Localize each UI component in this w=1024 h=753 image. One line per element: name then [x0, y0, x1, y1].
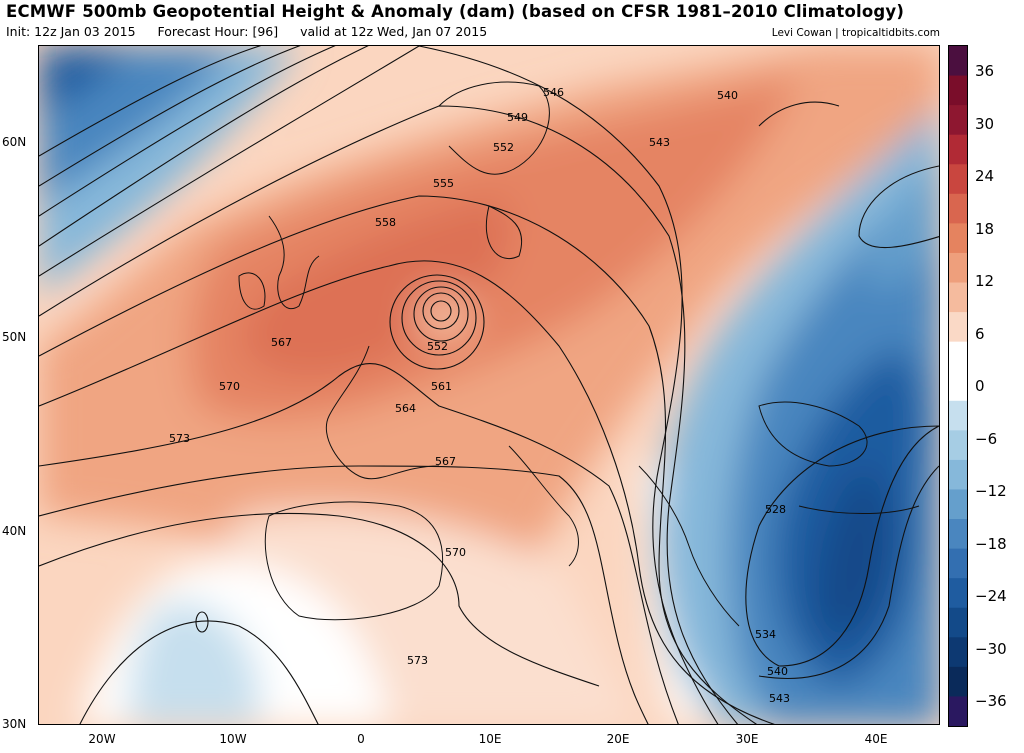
height-contours	[39, 46, 939, 724]
lon-label-20w: 20W	[88, 732, 116, 746]
forecast-hour: Forecast Hour: [96]	[157, 24, 279, 39]
colorbar-swatch	[949, 252, 967, 284]
colorbar-swatch	[949, 548, 967, 579]
anomaly-map: 546 549 552 555 558 552 567 570 573 561 …	[39, 46, 939, 724]
map-panel: 546 549 552 555 558 552 567 570 573 561 …	[38, 45, 940, 725]
lon-label-40e: 40E	[864, 732, 888, 746]
colorbar-swatch	[949, 193, 967, 224]
contour-label: 543	[769, 692, 790, 705]
contour-label: 570	[219, 380, 240, 393]
colorbar-label: −6	[975, 429, 998, 448]
contour-label: 570	[445, 546, 466, 559]
colorbar-swatch	[949, 666, 967, 697]
colorbar-label: 6	[975, 324, 985, 343]
colorbar-label: 0	[975, 377, 985, 395]
lat-label-50n: 50N	[2, 330, 27, 344]
colorbar-swatch	[949, 312, 967, 343]
colorbar-swatch	[949, 371, 967, 402]
colorbar-swatches	[949, 46, 967, 727]
contour-label: 534	[755, 628, 776, 641]
contour-label: 555	[433, 177, 454, 190]
lat-label-30n: 30N	[2, 717, 27, 731]
contour-label: 528	[765, 503, 786, 516]
chart-subtitle: Init: 12z Jan 03 2015 Forecast Hour: [96…	[6, 24, 487, 39]
contour-label: 543	[649, 136, 670, 149]
valid-time: valid at 12z Wed, Jan 07 2015	[300, 24, 488, 39]
coastlines	[238, 81, 920, 627]
contour-label: 567	[435, 455, 456, 468]
colorbar-label: 30	[975, 114, 995, 133]
colorbar-swatch	[949, 607, 967, 638]
colorbar-label: 12	[975, 272, 995, 290]
colorbar-swatch	[949, 578, 967, 609]
contour-label: 564	[395, 402, 416, 415]
colorbar-label: 36	[975, 62, 995, 80]
contour-label: 549	[507, 111, 528, 124]
colorbar-swatch	[949, 282, 967, 313]
contour-label: 558	[375, 216, 396, 229]
lon-label-30e: 30E	[735, 732, 759, 746]
contour-labels: 546 549 552 555 558 552 567 570 573 561 …	[169, 86, 790, 705]
contour-label: 561	[431, 380, 452, 393]
colorbar-label: −30	[975, 639, 1007, 658]
colorbar-label: −24	[975, 587, 1007, 605]
colorbar-label: −18	[975, 534, 1007, 553]
colorbar-swatch	[949, 46, 967, 77]
colorbar-label: 18	[975, 219, 995, 238]
chart-title: ECMWF 500mb Geopotential Height & Anomal…	[6, 2, 905, 21]
colorbar	[948, 45, 968, 727]
contour-label: 567	[271, 336, 292, 349]
colorbar-swatch	[949, 105, 967, 136]
lon-label-20e: 20E	[606, 732, 630, 746]
contour-label: 552	[493, 141, 514, 154]
colorbar-label: −36	[975, 692, 1007, 710]
init-time: Init: 12z Jan 03 2015	[6, 24, 136, 39]
colorbar-swatch	[949, 223, 967, 254]
lat-label-60n: 60N	[2, 135, 27, 149]
contour-label: 552	[427, 340, 448, 353]
colorbar-label: −12	[975, 482, 1007, 500]
credit: Levi Cowan | tropicaltidbits.com	[771, 27, 940, 39]
lon-label-0: 0	[357, 732, 365, 746]
colorbar-swatch	[949, 637, 967, 668]
colorbar-swatch	[949, 459, 967, 490]
colorbar-swatch	[949, 400, 967, 431]
colorbar-swatch	[949, 134, 967, 165]
colorbar-swatch	[949, 164, 967, 195]
colorbar-swatch	[949, 75, 967, 106]
colorbar-swatch	[949, 341, 967, 372]
colorbar-swatch	[949, 696, 967, 727]
anomaly-shading	[39, 46, 939, 724]
contour-label: 540	[717, 89, 738, 102]
colorbar-swatch	[949, 519, 967, 550]
lon-label-10e: 10E	[478, 732, 502, 746]
lat-label-40n: 40N	[2, 524, 27, 538]
colorbar-swatch	[949, 489, 967, 520]
contour-label: 540	[767, 665, 788, 678]
contour-label: 573	[169, 432, 190, 445]
colorbar-label: 24	[975, 167, 995, 185]
contour-label: 573	[407, 654, 428, 667]
colorbar-swatch	[949, 430, 967, 461]
contour-label: 546	[543, 86, 564, 99]
lon-label-10w: 10W	[219, 732, 247, 746]
